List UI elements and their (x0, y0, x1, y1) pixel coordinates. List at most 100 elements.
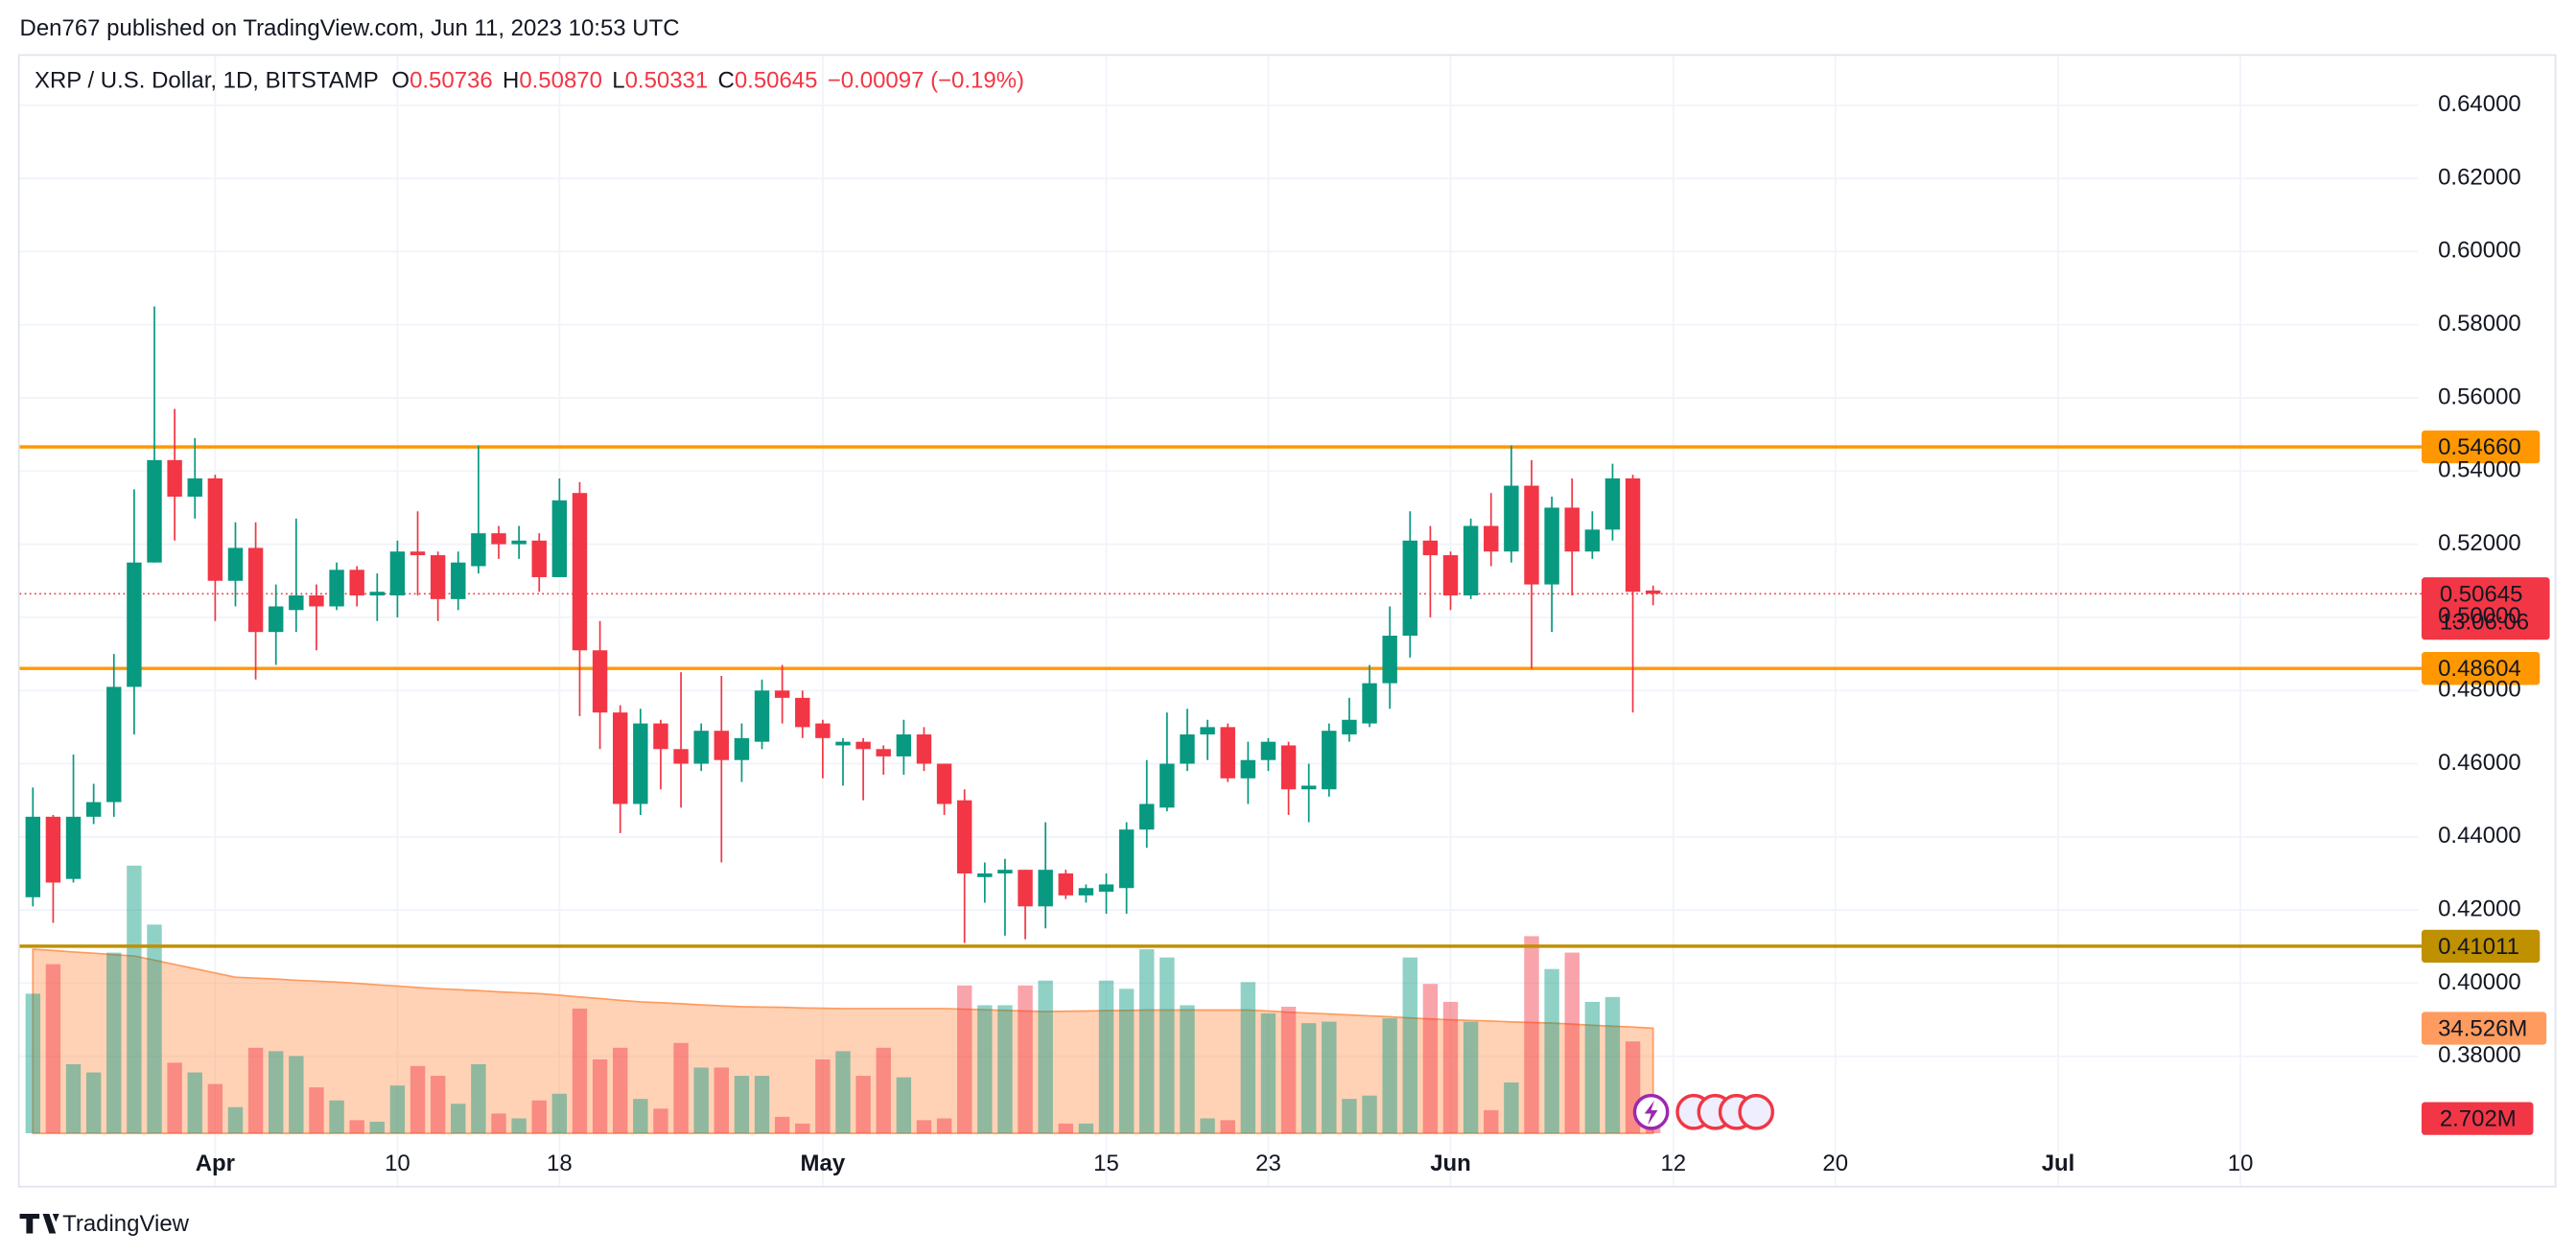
candle-body (916, 734, 932, 764)
y-tick-label: 0.52000 (2438, 530, 2521, 556)
volume-bar (795, 1123, 810, 1134)
volume-bar (835, 1051, 851, 1134)
candle-body (491, 533, 506, 545)
volume-bar (531, 1100, 547, 1134)
candle-body (653, 723, 668, 750)
y-tick-label: 0.46000 (2438, 750, 2521, 776)
price-label-box (2421, 929, 2541, 964)
y-tick-label: 0.54000 (2438, 457, 2521, 483)
candle-body (956, 800, 972, 873)
legend-key: H (503, 68, 519, 94)
legend-key: O (391, 68, 410, 94)
volume-bar (25, 993, 41, 1134)
volume-bar (147, 924, 162, 1134)
volume-bar (1118, 989, 1135, 1134)
volume-bar (1484, 1109, 1499, 1134)
x-tick-label: 12 (1660, 1151, 1686, 1176)
volume-bar (693, 1067, 709, 1134)
volume-bar (734, 1076, 750, 1134)
countdown: 13:06:06 (2440, 609, 2529, 635)
price-label: 0.54660 (2438, 434, 2521, 460)
x-tick-label: 10 (2228, 1151, 2254, 1176)
candle-body (734, 737, 750, 760)
candle-body (1544, 507, 1559, 585)
candle-body (1078, 888, 1094, 895)
candle-body (1504, 485, 1519, 552)
candle-body (1159, 763, 1175, 808)
volume-bar (85, 1072, 102, 1134)
candle-body (1139, 803, 1155, 830)
volume-bar (1544, 968, 1559, 1134)
event-icon-glyph (1644, 1100, 1658, 1126)
y-tick-label: 0.44000 (2438, 823, 2521, 849)
volume-ma-area (32, 948, 1654, 1134)
volume-bar (754, 1076, 770, 1134)
candle-body (127, 562, 142, 687)
candle-body (269, 606, 284, 633)
candle-body (612, 712, 628, 804)
volume-bar (1098, 980, 1114, 1134)
volume-ma-label: 34.526M (2438, 1016, 2527, 1042)
candle-body (835, 741, 851, 746)
last-price-box (2421, 577, 2550, 640)
last-price-label: 0.50645 (2440, 581, 2523, 607)
volume-bar (207, 1083, 223, 1134)
volume-bar (916, 1120, 932, 1134)
x-tick-label: Jun (1430, 1151, 1471, 1176)
candle-body (774, 690, 790, 698)
volume-bar (1442, 1001, 1459, 1134)
volume-bar (1260, 1013, 1276, 1134)
y-tick-label: 0.48000 (2438, 677, 2521, 703)
candle-body (25, 816, 41, 897)
axes: 0.38000 0.40000 0.42000 0.44000 0.46000 0.480… (196, 91, 2521, 1176)
volume-bar (1280, 1007, 1297, 1134)
volume-bar (45, 964, 61, 1134)
volume-bar (592, 1058, 608, 1134)
volume-pane (25, 865, 1661, 1134)
candle-body (876, 749, 891, 756)
candle-body (349, 570, 364, 596)
volume-bar (369, 1121, 386, 1134)
volume-bar (1220, 1120, 1235, 1134)
candle-body (45, 816, 61, 883)
candle-body (795, 697, 810, 728)
legend-value: 0.50736 (410, 68, 493, 94)
candle-body (1645, 590, 1661, 594)
volume-bar (997, 1005, 1013, 1134)
candle-body (754, 690, 770, 742)
x-tick-label: 15 (1093, 1151, 1119, 1176)
y-tick-label: 0.64000 (2438, 91, 2521, 117)
y-tick-label: 0.60000 (2438, 238, 2521, 264)
footer: TradingView (62, 1211, 190, 1237)
candle-body (592, 650, 608, 713)
event-icon[interactable] (1738, 1093, 1775, 1130)
candle-body (187, 477, 202, 498)
candle-body (1422, 540, 1439, 556)
candle-body (511, 540, 527, 545)
volume-bar (1342, 1099, 1357, 1134)
candle-body (1200, 727, 1215, 735)
volume-bar (896, 1077, 912, 1134)
candle-body (531, 540, 547, 577)
volume-bar (612, 1047, 628, 1134)
candle-body (1098, 884, 1114, 893)
volume-bar (227, 1106, 244, 1134)
volume-bar (633, 1099, 648, 1134)
candle-body (410, 551, 426, 556)
volume-bar (1584, 1001, 1601, 1134)
volume-bar (977, 1005, 993, 1134)
volume-bar (774, 1116, 790, 1134)
candle-body (896, 734, 912, 756)
volume-bar (1604, 996, 1621, 1134)
volume-bar (1180, 1005, 1195, 1134)
volume-bar (167, 1062, 182, 1134)
volume-bar (1139, 949, 1155, 1134)
footer-logo: TradingView (19, 1211, 190, 1237)
volume-bar (1463, 1021, 1479, 1134)
candle-body (309, 595, 324, 607)
volume-bar (349, 1120, 364, 1134)
candle-body (85, 802, 102, 817)
x-tick-label: 10 (385, 1151, 410, 1176)
